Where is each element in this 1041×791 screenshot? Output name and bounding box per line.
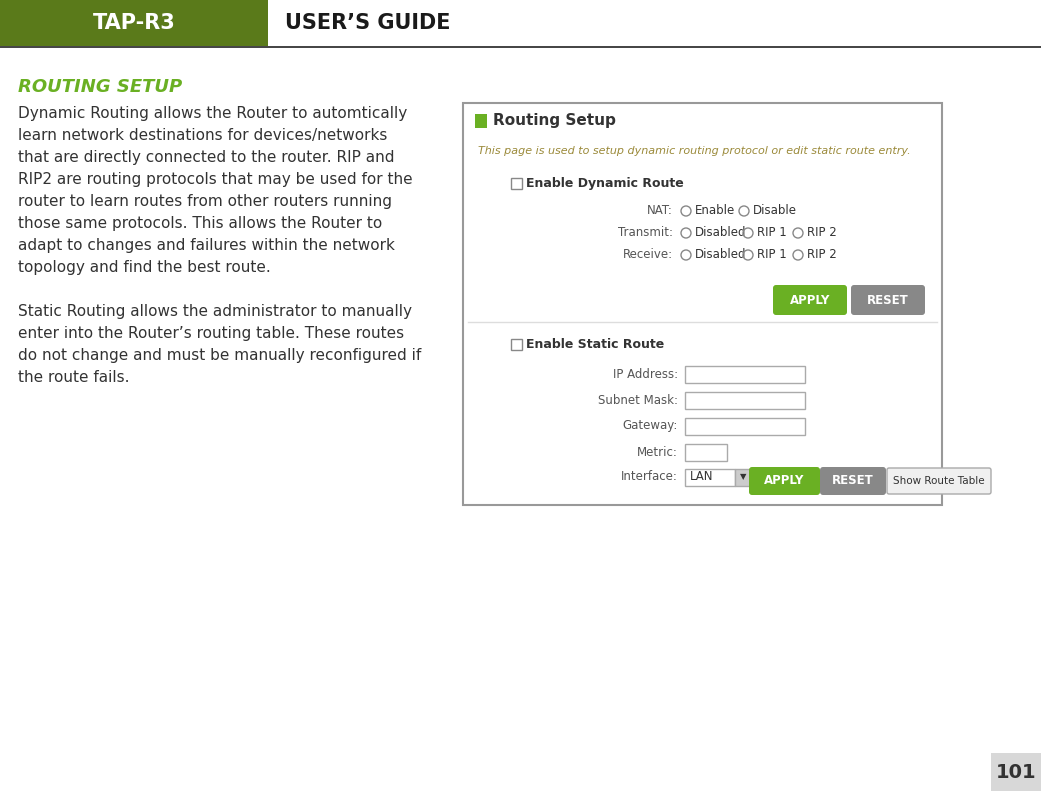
Text: RIP2 are routing protocols that may be used for the: RIP2 are routing protocols that may be u…: [18, 172, 412, 187]
Text: RIP 2: RIP 2: [807, 226, 837, 240]
Text: Subnet Mask:: Subnet Mask:: [598, 393, 678, 407]
Text: ▼: ▼: [740, 472, 746, 482]
Bar: [685, 444, 727, 460]
Text: LAN: LAN: [690, 471, 713, 483]
Text: Gateway:: Gateway:: [623, 419, 678, 433]
Text: Enable Static Route: Enable Static Route: [526, 338, 664, 350]
Text: Show Route Table: Show Route Table: [893, 476, 985, 486]
Text: that are directly connected to the router. RIP and: that are directly connected to the route…: [18, 150, 395, 165]
Text: Disable: Disable: [753, 205, 797, 218]
Text: Disabled: Disabled: [695, 226, 746, 240]
FancyBboxPatch shape: [820, 467, 886, 495]
Text: Static Routing allows the administrator to manually: Static Routing allows the administrator …: [18, 304, 412, 319]
Text: learn network destinations for devices/networks: learn network destinations for devices/n…: [18, 128, 387, 143]
Text: Interface:: Interface:: [621, 471, 678, 483]
Bar: [735, 468, 751, 486]
Bar: [511, 339, 522, 350]
Text: RIP 1: RIP 1: [757, 226, 787, 240]
Text: topology and find the best route.: topology and find the best route.: [18, 260, 271, 275]
Text: RESET: RESET: [832, 475, 873, 487]
Text: router to learn routes from other routers running: router to learn routes from other router…: [18, 194, 392, 209]
Text: APPLY: APPLY: [764, 475, 805, 487]
FancyBboxPatch shape: [750, 467, 820, 495]
Text: Enable Dynamic Route: Enable Dynamic Route: [526, 176, 684, 190]
Text: enter into the Router’s routing table. These routes: enter into the Router’s routing table. T…: [18, 326, 404, 341]
Text: APPLY: APPLY: [790, 293, 830, 306]
Text: do not change and must be manually reconfigured if: do not change and must be manually recon…: [18, 348, 422, 363]
Bar: [685, 392, 805, 408]
Bar: [475, 114, 487, 128]
FancyBboxPatch shape: [887, 468, 991, 494]
Text: This page is used to setup dynamic routing protocol or edit static route entry.: This page is used to setup dynamic routi…: [478, 146, 911, 156]
Bar: [685, 365, 805, 383]
Bar: [463, 103, 942, 505]
FancyBboxPatch shape: [850, 285, 925, 315]
Text: USER’S GUIDE: USER’S GUIDE: [285, 13, 451, 33]
Text: adapt to changes and failures within the network: adapt to changes and failures within the…: [18, 238, 395, 253]
Bar: [0, 0, 268, 46]
FancyBboxPatch shape: [773, 285, 847, 315]
Bar: [268, 0, 1041, 46]
Text: Enable: Enable: [695, 205, 735, 218]
Text: IP Address:: IP Address:: [613, 368, 678, 380]
Text: Metric:: Metric:: [637, 445, 678, 459]
Text: Transmit:: Transmit:: [618, 226, 672, 240]
Text: those same protocols. This allows the Router to: those same protocols. This allows the Ro…: [18, 216, 382, 231]
Text: NAT:: NAT:: [648, 205, 672, 218]
Bar: [685, 468, 735, 486]
Text: Disabled: Disabled: [695, 248, 746, 262]
Bar: [991, 753, 1041, 791]
Text: ROUTING SETUP: ROUTING SETUP: [18, 78, 182, 96]
Text: RIP 1: RIP 1: [757, 248, 787, 262]
Text: RIP 2: RIP 2: [807, 248, 837, 262]
Text: RESET: RESET: [867, 293, 909, 306]
Text: Dynamic Routing allows the Router to automtically: Dynamic Routing allows the Router to aut…: [18, 106, 407, 121]
Text: the route fails.: the route fails.: [18, 370, 129, 385]
Bar: [685, 418, 805, 434]
Text: Routing Setup: Routing Setup: [493, 113, 616, 128]
Text: TAP-R3: TAP-R3: [93, 13, 175, 33]
Text: Receive:: Receive:: [623, 248, 672, 262]
Bar: [511, 178, 522, 189]
Text: 101: 101: [995, 763, 1036, 782]
